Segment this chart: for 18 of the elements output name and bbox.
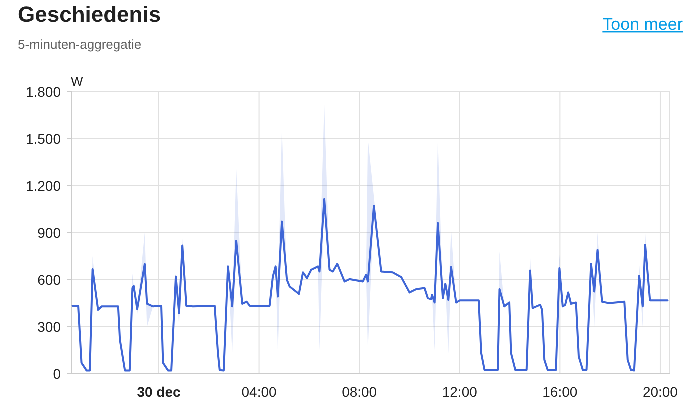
x-tick-label: 04:00	[242, 384, 278, 400]
y-tick-label: 1.500	[26, 131, 62, 147]
x-tick-label: 16:00	[542, 384, 578, 400]
y-tick-label: 300	[38, 319, 62, 335]
y-tick-label: 600	[38, 272, 62, 288]
text: Toon meer	[602, 15, 684, 34]
y-axis-title: W	[71, 74, 84, 89]
x-tick-label: 30 dec	[137, 384, 182, 400]
x-tick-label: 20:00	[642, 384, 678, 400]
y-tick-label: 900	[38, 225, 62, 241]
x-tick-label: 12:00	[442, 384, 478, 400]
chart-title: Geschiedenis	[18, 2, 162, 27]
y-tick-label: 0	[53, 366, 62, 382]
y-tick-label: 1.800	[26, 84, 62, 100]
line-series	[72, 198, 669, 372]
x-tick-label: 08:00	[342, 384, 378, 400]
y-tick-label: 1.200	[26, 178, 62, 194]
chart-subtitle: 5-minuten-aggregatie	[18, 37, 142, 52]
